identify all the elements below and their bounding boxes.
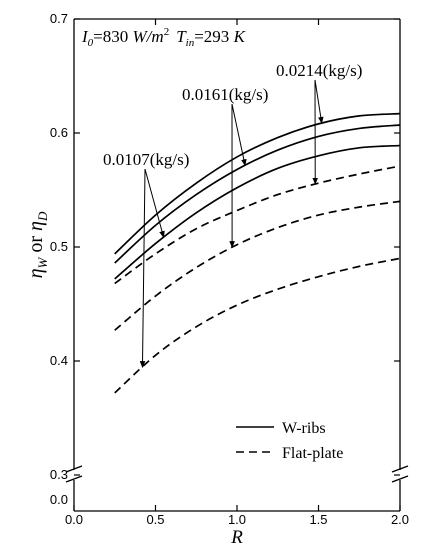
callout-arrow-fp-0.0107 [139,168,146,369]
i0-unit: W/m [133,27,164,46]
legend: W-ribs Flat-plate [236,420,343,462]
series-line-fp-0.0214 [114,165,401,285]
callout-layer: 0.0107(kg/s) 0.0161(kg/s) 0.0214(kg/s) [103,61,362,369]
series-line-w-0.0214 [114,112,401,255]
y-label-or: or [25,231,47,258]
tin-symbol: T [176,27,187,46]
tin-subscript: in [186,37,195,49]
flow-label-0.0107: 0.0107(kg/s) [103,150,189,169]
callout-arrow-w-0.0214 [314,79,324,124]
conditions-annotation: I0=830 W/m2 Tin=293 K [81,26,247,49]
y-tick-label: 0.4 [50,353,68,368]
y-label-sub-d: D [35,211,50,222]
x-tick-label: 0.0 [65,512,83,527]
callout-arrow-w-0.0107 [144,168,165,239]
i0-subscript: 0 [88,37,94,49]
y-axis-label: ηW or ηD [25,211,50,278]
tin-unit: K [233,27,247,46]
series-line-w-0.0107 [114,144,401,280]
legend-label-wribs: W-ribs [282,420,326,437]
tin-value: =293 [194,27,233,46]
y-tick-label: 0.5 [50,239,68,254]
y-tick-label: 0.7 [50,11,68,26]
legend-label-flatplate: Flat-plate [282,445,343,462]
x-axis-label: R [230,527,243,548]
i0-unit-superscript: 2 [164,26,170,38]
ticks-layer: 0.0 0.5 1.0 1.5 2.0 0.3 0.4 0.5 0.6 0.7 0.0 [50,11,409,527]
x-tick-label: 1.0 [228,512,246,527]
series-line-fp-0.0161 [114,200,401,331]
x-tick-label: 0.5 [146,512,164,527]
flow-label-0.0161: 0.0161(kg/s) [182,85,268,104]
x-tick-label: 2.0 [391,512,409,527]
y-label-sub-w: W [35,256,50,268]
y-label-eta-w: η [25,268,47,278]
y-label-eta-d: η [25,221,47,231]
y-tick-label: 0.6 [50,125,68,140]
y-tick-label: 0.3 [50,467,68,482]
series-line-fp-0.0107 [114,257,401,394]
x-tick-label: 1.5 [309,512,327,527]
series-layer [114,112,401,394]
axis-break-left [65,465,83,483]
series-line-w-0.0161 [114,124,401,264]
y-tick-label-break: 0.0 [50,492,68,507]
flow-label-0.0214: 0.0214(kg/s) [276,61,362,80]
i0-value: =830 [93,27,132,46]
i0-symbol: I [81,27,89,46]
axis-break-right [391,465,409,483]
callout-arrow-w-0.0161 [231,103,247,167]
